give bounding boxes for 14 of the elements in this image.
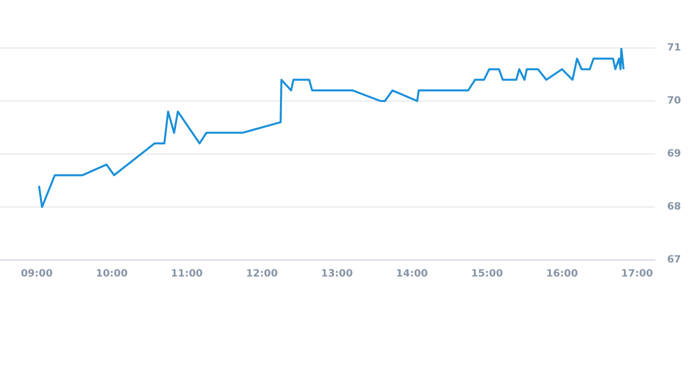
x-tick-label: 12:00 (246, 268, 278, 280)
x-tick-label: 17:00 (621, 268, 654, 280)
y-tick-label: 69 (667, 148, 682, 160)
x-tick-label: 09:00 (20, 268, 53, 280)
y-tick-label: 67 (667, 254, 682, 266)
x-tick-label: 11:00 (170, 268, 203, 280)
y-tick-label: 71 (667, 42, 682, 54)
x-tick-label: 14:00 (396, 268, 428, 280)
x-tick-label: 10:00 (96, 268, 128, 280)
x-tick-label: 16:00 (546, 268, 578, 280)
x-tick-label: 15:00 (471, 268, 503, 280)
y-tick-label: 70 (667, 96, 682, 107)
y-tick-label: 68 (667, 202, 682, 213)
x-tick-label: 13:00 (321, 268, 353, 280)
